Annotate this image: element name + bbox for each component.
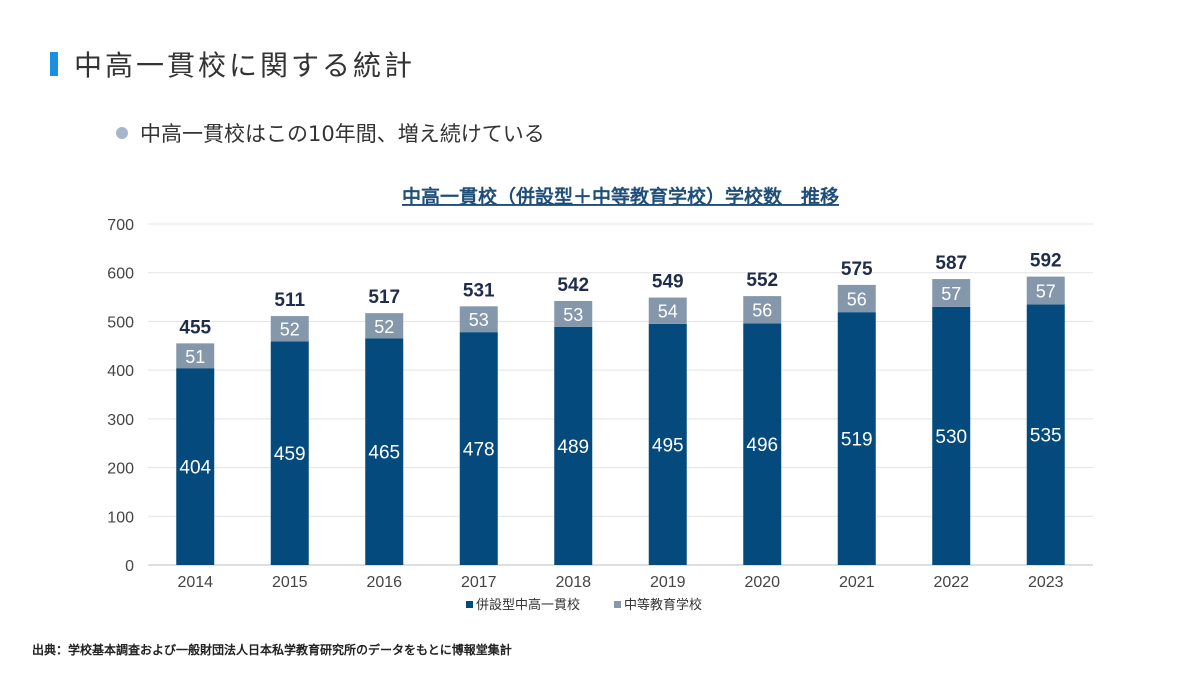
data-label-top: 53 [563,305,583,325]
data-label-bottom: 489 [557,437,589,458]
data-label-bottom: 465 [368,443,400,464]
bar-segment-中等教育学校 [554,300,593,327]
data-label-bottom: 495 [652,435,684,456]
bar-segment-中等教育学校 [365,313,404,339]
x-tick-label: 2016 [366,574,402,591]
x-tick-label: 2015 [272,574,308,591]
x-tick-label: 2020 [744,574,780,591]
source-note: 出典：学校基本調査および一般財団法人日本私学教育研究所のデータをもとに博報堂集計 [32,643,512,657]
data-label-top: 54 [658,302,678,322]
bar-segment-併設型中高一貫校 [459,332,498,565]
data-label-top: 51 [185,347,205,367]
bar-segment-併設型中高一貫校 [365,338,404,565]
bar-segment-併設型中高一貫校 [176,368,215,565]
y-tick-label: 200 [107,461,134,478]
data-label-top: 52 [374,317,394,337]
bullet-text: 中高一貫校はこの10年間、増え続けている [140,122,545,146]
bar-segment-併設型中高一貫校 [837,312,876,565]
x-tick-label: 2017 [461,574,497,591]
title-accent-bar [50,52,58,76]
x-tick-label: 2023 [1028,574,1064,591]
data-label-total: 549 [652,272,684,293]
page-title: 中高一貫校に関する統計 [74,49,416,82]
x-tick-label: 2021 [839,574,875,591]
data-label-top: 57 [941,284,961,304]
data-label-total: 531 [463,280,495,301]
x-tick-label: 2022 [933,574,969,591]
y-tick-label: 700 [107,217,134,234]
data-label-total: 592 [1030,251,1062,272]
bar-segment-中等教育学校 [648,297,687,324]
bar-segment-中等教育学校 [837,284,876,313]
data-label-total: 455 [179,317,211,338]
data-label-bottom: 496 [746,435,778,456]
legend-swatch-top [614,601,621,608]
data-label-total: 587 [935,253,967,274]
bar-segment-中等教育学校 [459,306,498,333]
bar-segment-併設型中高一貫校 [1026,304,1065,565]
bar-segment-中等教育学校 [932,279,971,307]
data-label-total: 542 [557,275,589,296]
data-label-total: 575 [841,259,873,280]
data-label-bottom: 519 [841,430,873,451]
data-label-total: 511 [274,290,305,311]
data-label-top: 52 [280,320,300,340]
bar-segment-併設型中高一貫校 [554,326,593,565]
bar-segment-併設型中高一貫校 [270,341,309,565]
data-label-total: 552 [746,270,778,291]
legend-swatch-bottom [466,601,473,608]
data-label-top: 56 [847,290,867,310]
x-tick-label: 2019 [650,574,686,591]
data-label-bottom: 478 [463,440,495,461]
bar-segment-中等教育学校 [743,296,782,324]
y-tick-label: 0 [125,558,134,575]
y-tick-label: 400 [107,363,134,380]
data-label-top: 57 [1036,281,1056,301]
y-tick-label: 300 [107,412,134,429]
x-tick-label: 2014 [177,574,213,591]
data-label-top: 56 [752,301,772,321]
data-label-total: 517 [368,287,400,308]
data-label-bottom: 530 [935,427,967,448]
bar-segment-中等教育学校 [1026,276,1065,305]
y-tick-label: 500 [107,314,134,331]
bar-segment-併設型中高一貫校 [932,306,971,565]
bullet-dot [116,127,128,139]
y-tick-label: 600 [107,266,134,283]
bar-segment-中等教育学校 [176,343,215,369]
legend-label-top: 中等教育学校 [624,597,702,613]
data-label-top: 53 [469,310,489,330]
y-tick-label: 100 [107,509,134,526]
data-label-bottom: 459 [274,444,306,465]
legend-label-bottom: 併設型中高一貫校 [476,597,580,613]
bar-segment-中等教育学校 [270,316,309,342]
data-label-bottom: 535 [1030,426,1062,447]
chart-title: 中高一貫校（併設型＋中等教育学校）学校数 推移 [402,185,839,208]
x-tick-label: 2018 [555,574,591,591]
data-label-bottom: 404 [179,458,211,479]
bar-segment-併設型中高一貫校 [648,323,687,565]
bar-segment-併設型中高一貫校 [743,323,782,565]
